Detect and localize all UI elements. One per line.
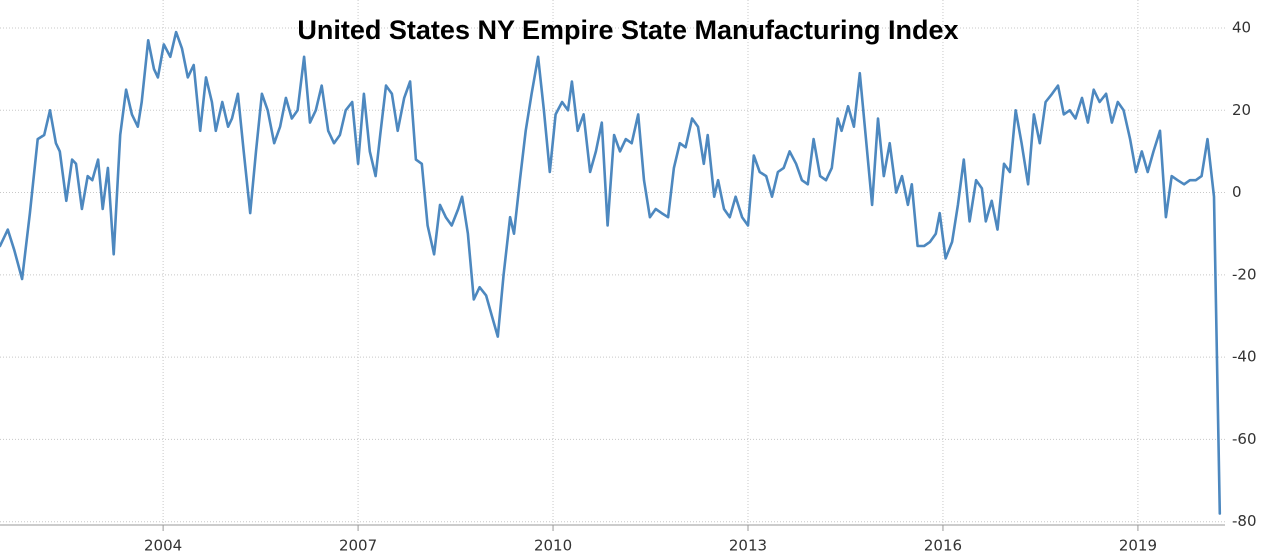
x-tick-label: 2010: [534, 537, 572, 555]
x-tick-label: 2019: [1119, 537, 1157, 555]
x-tick-label: 2013: [729, 537, 767, 555]
x-tick-label: 2007: [339, 537, 377, 555]
y-tick-label: 0: [1232, 183, 1242, 201]
chart-title: United States NY Empire State Manufactur…: [297, 15, 958, 45]
y-tick-label: -60: [1232, 430, 1257, 448]
y-tick-label: -40: [1232, 348, 1257, 366]
x-tick-label: 2004: [144, 537, 182, 555]
grid: [0, 0, 1225, 525]
y-tick-label: 40: [1232, 18, 1251, 36]
x-tick-label: 2016: [924, 537, 962, 555]
y-tick-label: 20: [1232, 101, 1251, 119]
data-line: [0, 30, 1222, 515]
y-tick-label: -80: [1232, 512, 1257, 530]
plot: [0, 30, 1222, 515]
y-tick-label: -20: [1232, 265, 1257, 283]
